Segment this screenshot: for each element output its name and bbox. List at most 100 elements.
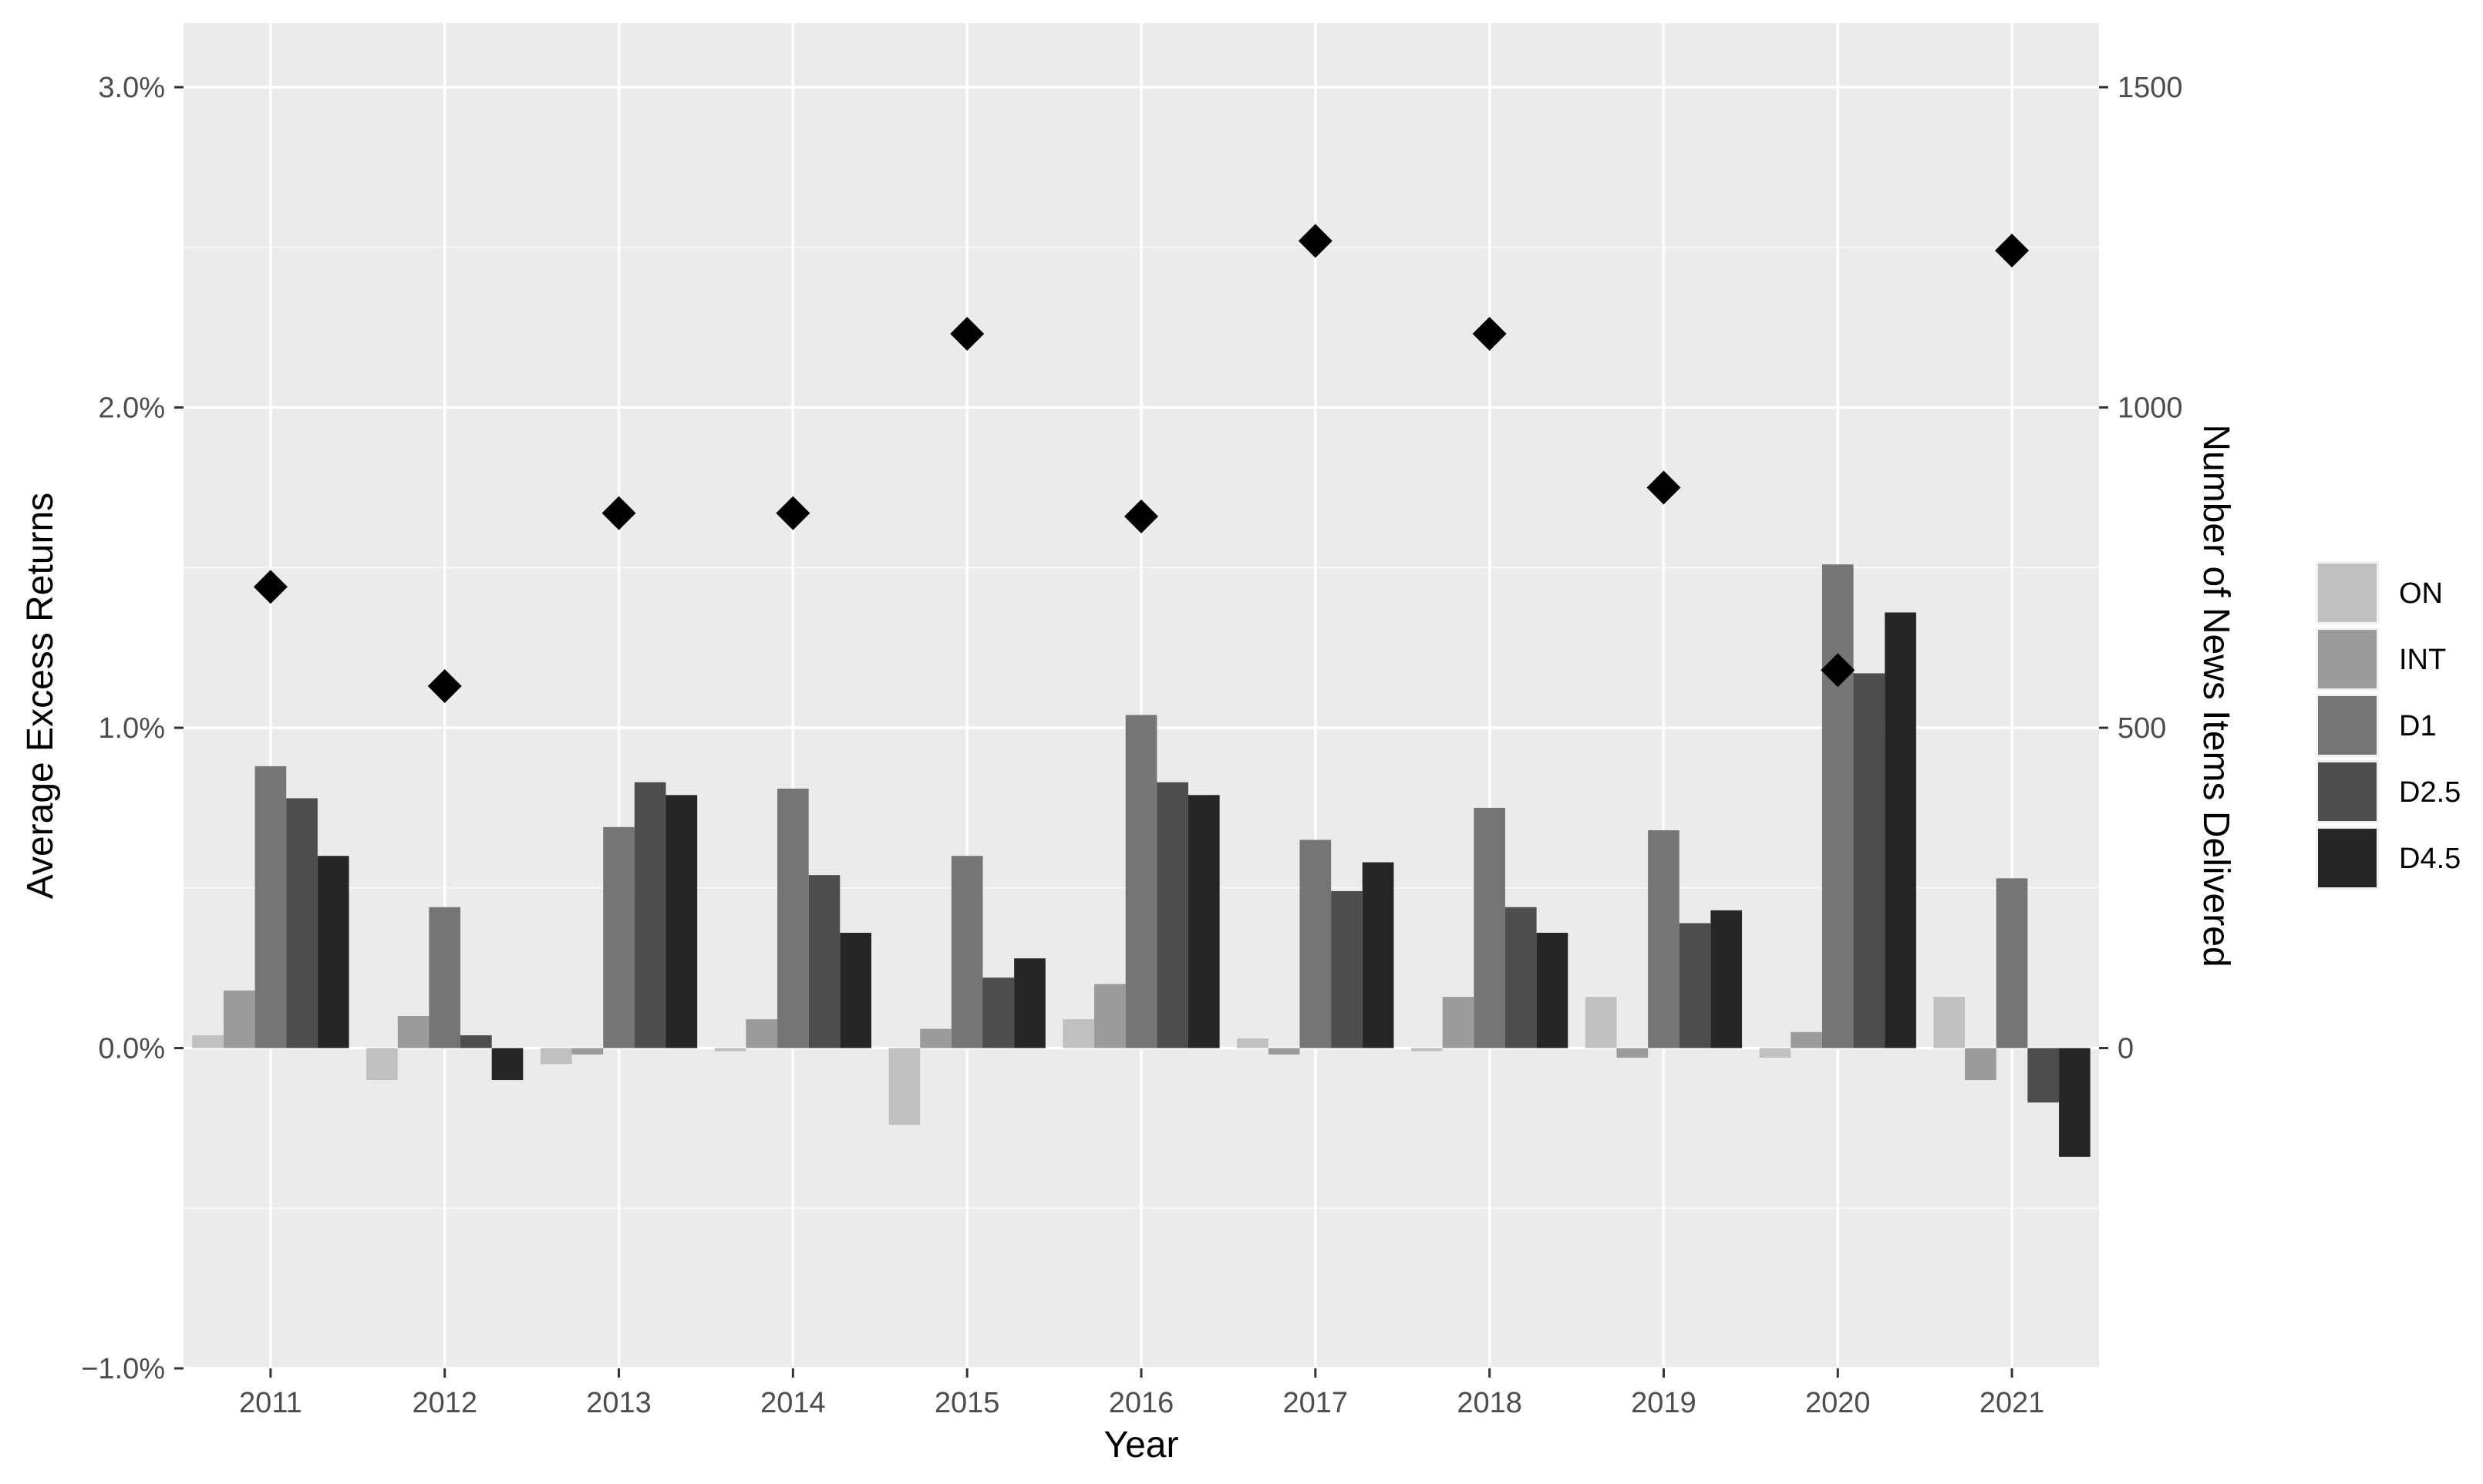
bar-int-2018 [1442, 997, 1474, 1048]
bar-int-2014 [746, 1019, 778, 1048]
bar-on-2011 [192, 1035, 224, 1048]
bar-d4-5-2020 [1885, 612, 1916, 1048]
bar-on-2018 [1411, 1048, 1443, 1052]
y2-tick-label: 500 [2117, 712, 2166, 745]
bar-int-2013 [571, 1048, 604, 1055]
bar-int-2021 [1965, 1048, 1996, 1081]
bar-int-2016 [1094, 984, 1126, 1048]
y-tick-label: 0.0% [98, 1033, 165, 1065]
news-items-point-2012 [427, 669, 462, 704]
bar-on-2017 [1237, 1038, 1268, 1048]
bar-d4-5-2012 [491, 1048, 524, 1081]
y-tick-label: −1.0% [81, 1353, 165, 1385]
news-items-point-2020 [1821, 653, 1855, 688]
bar-d4-5-2015 [1014, 958, 1046, 1048]
news-items-point-2015 [950, 317, 985, 352]
bar-d2-5-2019 [1679, 923, 1711, 1048]
bar-d2-5-2011 [286, 798, 318, 1048]
bar-d1-2015 [951, 856, 983, 1048]
bar-d2-5-2012 [460, 1035, 492, 1048]
y-tick-label: 2.0% [98, 392, 165, 425]
news-items-point-2014 [776, 496, 810, 530]
y2-tick-label: 0 [2117, 1033, 2134, 1065]
y-tick-label: 3.0% [98, 72, 165, 104]
y2-tick-label: 1500 [2117, 72, 2183, 104]
x-tick-label: 2018 [1457, 1387, 1522, 1419]
bar-d4-5-2011 [317, 856, 349, 1048]
bar-on-2019 [1585, 997, 1617, 1048]
bar-int-2017 [1268, 1048, 1300, 1055]
bar-int-2019 [1616, 1048, 1649, 1058]
bar-int-2011 [223, 990, 255, 1048]
bar-d1-2016 [1125, 715, 1157, 1048]
bar-d2-5-2018 [1504, 907, 1537, 1048]
bar-d1-2017 [1299, 840, 1332, 1048]
bar-d1-2020 [1821, 564, 1854, 1048]
x-tick-label: 2012 [412, 1387, 477, 1419]
y2-tick-label: 1000 [2117, 392, 2183, 425]
bar-d4-5-2013 [665, 795, 698, 1048]
bar-on-2016 [1063, 1019, 1095, 1048]
legend-label: INT [2399, 644, 2446, 676]
bar-d1-2019 [1648, 830, 1679, 1048]
y2-axis-title: Number of News Items Delivered [2195, 424, 2236, 967]
x-tick-label: 2017 [1283, 1387, 1349, 1419]
legend-swatch-int [2318, 630, 2377, 688]
legend-swatch-d2-5 [2318, 762, 2377, 821]
bar-d2-5-2017 [1331, 890, 1363, 1048]
news-items-point-2016 [1124, 499, 1158, 533]
bar-d4-5-2016 [1188, 795, 1220, 1048]
bar-int-2020 [1791, 1031, 1822, 1048]
x-axis-title: Year [1104, 1425, 1179, 1465]
bar-d2-5-2014 [808, 875, 841, 1048]
bar-on-2021 [1933, 997, 1966, 1048]
bar-d1-2021 [1996, 878, 2028, 1048]
legend-swatch-d1 [2318, 696, 2377, 755]
x-tick-label: 2014 [760, 1387, 826, 1419]
bar-int-2015 [920, 1028, 952, 1048]
bar-d2-5-2013 [634, 782, 666, 1048]
x-tick-label: 2013 [586, 1387, 652, 1419]
bar-d1-2014 [777, 788, 809, 1048]
legend-label: D1 [2399, 710, 2437, 742]
bar-d4-5-2019 [1710, 910, 1743, 1048]
bar-int-2012 [397, 1015, 430, 1048]
news-items-point-2011 [253, 570, 288, 604]
x-tick-label: 2021 [1979, 1387, 2045, 1419]
bar-d1-2013 [603, 826, 635, 1048]
bar-d2-5-2016 [1157, 782, 1188, 1048]
bar-d4-5-2014 [840, 932, 871, 1048]
bar-d1-2012 [429, 907, 461, 1048]
bar-on-2014 [714, 1048, 746, 1052]
news-items-point-2013 [601, 496, 636, 530]
x-tick-label: 2016 [1109, 1387, 1174, 1419]
y-tick-label: 1.0% [98, 712, 165, 745]
bar-d4-5-2018 [1536, 932, 1568, 1048]
x-tick-label: 2020 [1805, 1387, 1871, 1419]
x-tick-label: 2015 [935, 1387, 1000, 1419]
bar-on-2013 [540, 1048, 572, 1065]
news-items-point-2019 [1646, 470, 1681, 505]
bar-on-2015 [888, 1048, 921, 1126]
bar-on-2012 [366, 1048, 398, 1081]
bar-on-2020 [1759, 1048, 1791, 1058]
legend-swatch-on [2318, 564, 2377, 622]
news-items-point-2017 [1298, 224, 1332, 258]
bar-d2-5-2021 [2027, 1048, 2060, 1103]
news-items-point-2018 [1472, 317, 1507, 352]
legend-label: D4.5 [2399, 843, 2461, 875]
legend-label: ON [2399, 577, 2443, 610]
bar-d4-5-2021 [2059, 1048, 2091, 1157]
bar-d1-2011 [254, 766, 287, 1048]
legend-label: D2.5 [2399, 776, 2461, 809]
x-tick-label: 2011 [239, 1387, 302, 1419]
bar-d4-5-2017 [1362, 862, 1394, 1048]
legend-swatch-d4-5 [2318, 829, 2377, 887]
bar-d2-5-2020 [1853, 673, 1885, 1048]
news-items-point-2021 [1995, 233, 2030, 268]
bar-d2-5-2015 [982, 978, 1015, 1048]
y-axis-title: Average Excess Returns [20, 493, 61, 899]
x-tick-label: 2019 [1631, 1387, 1696, 1419]
